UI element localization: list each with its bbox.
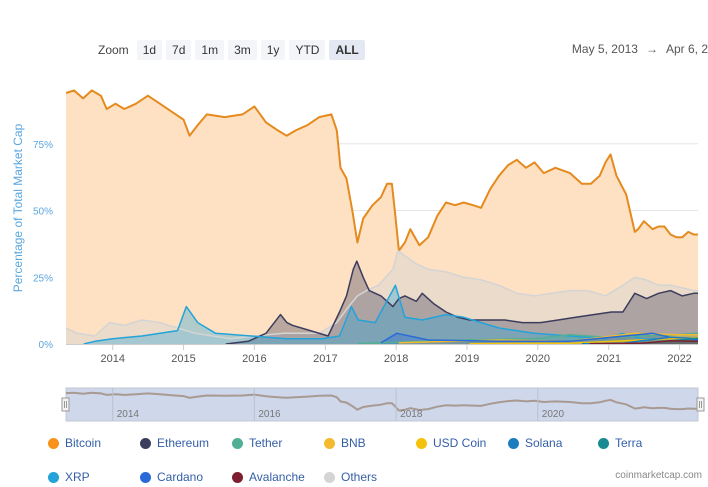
x-tick-label: 2020 [526, 353, 550, 365]
navigator-tick-label: 2018 [400, 409, 423, 420]
y-axis-title: Percentage of Total Market Cap [11, 123, 25, 292]
zoom-button-7d[interactable]: 7d [166, 40, 192, 60]
x-tick-label: 2014 [101, 353, 125, 365]
legend-item-ethereum[interactable]: Ethereum [140, 436, 209, 450]
legend-swatch [416, 437, 427, 449]
legend-swatch [324, 471, 335, 483]
legend-label: Solana [525, 436, 563, 450]
zoom-button-1y[interactable]: 1y [260, 40, 286, 60]
credit: coinmarketcap.com [615, 470, 702, 481]
series-area-usd-coin [469, 337, 698, 344]
x-tick-label: 2022 [667, 353, 691, 365]
legend-label: Cardano [157, 470, 204, 484]
series-line-xrp[interactable] [83, 284, 698, 345]
zoom-toolbar: Zoom 1d 7d 1m 3m 1y YTD ALL [98, 40, 365, 60]
series-area-bitcoin [66, 90, 698, 345]
series-line-ethereum[interactable] [225, 260, 698, 345]
legend-label: Bitcoin [65, 436, 102, 450]
legend-swatch [508, 437, 519, 449]
x-tick-label: 2018 [384, 353, 408, 365]
legend-item-bitcoin[interactable]: Bitcoin [48, 436, 101, 450]
y-tick-label: 25% [33, 273, 53, 284]
legend-label: Tether [249, 436, 283, 450]
navigator-tick-label: 2020 [542, 409, 565, 420]
legend-swatch [140, 437, 151, 449]
legend-item-solana[interactable]: Solana [508, 436, 562, 450]
legend-item-tether[interactable]: Tether [232, 436, 282, 450]
zoom-button-1d[interactable]: 1d [136, 40, 163, 60]
y-tick-label: 75% [33, 140, 53, 151]
legend-item-bnb[interactable]: BNB [324, 436, 366, 450]
series-area-xrp [83, 285, 698, 344]
navigator-tick-label: 2014 [117, 409, 140, 420]
legend-row: XRP Cardano Avalanche Others [44, 453, 694, 484]
y-axis: 0% 25% 50% 75% [33, 140, 53, 351]
y-tick-label: 0% [39, 340, 54, 351]
legend-swatch [48, 471, 59, 483]
series-line-others[interactable] [65, 249, 698, 340]
x-tick-label: 2016 [242, 353, 266, 365]
legend-label: Others [341, 470, 378, 484]
navigator-ticks: 2014 2016 2018 2020 [112, 388, 565, 421]
series-line-usd-coin[interactable] [469, 336, 699, 345]
legend-row: Bitcoin Ethereum Tether BNB USD Coin Solana Te… [44, 436, 694, 453]
date-range-from[interactable]: May 5, 2013 [571, 42, 638, 56]
y-tick-label: 50% [33, 207, 53, 218]
legend-label: USD Coin [433, 436, 487, 450]
zoom-label: Zoom [98, 43, 129, 57]
navigator-left-handle[interactable] [61, 397, 70, 412]
legend-label: Avalanche [249, 470, 305, 484]
navigator[interactable]: 2014 2016 2018 2020 [61, 387, 705, 422]
legend-item-cardano[interactable]: Cardano [140, 470, 203, 484]
legend-label: Terra [615, 436, 643, 450]
legend-label: XRP [65, 470, 90, 484]
series-line-avalanche[interactable] [589, 340, 699, 345]
legend-swatch [598, 437, 609, 449]
x-tick-label: 2017 [313, 353, 337, 365]
zoom-button-all[interactable]: ALL [329, 40, 365, 60]
legend-swatch [48, 437, 59, 449]
legend-swatch [324, 437, 335, 449]
zoom-button-ytd[interactable]: YTD [289, 40, 326, 60]
series-areas [66, 90, 699, 345]
date-range: May 5, 2013 → Apr 6, 2 [572, 42, 708, 56]
legend-item-others[interactable]: Others [324, 470, 377, 484]
legend-label: BNB [341, 436, 366, 450]
series-area-terra [593, 338, 698, 344]
legend-swatch [140, 471, 151, 483]
x-tick-label: 2021 [597, 353, 621, 365]
legend-item-terra[interactable]: Terra [598, 436, 642, 450]
legend-item-usd-coin[interactable]: USD Coin [416, 436, 486, 450]
series-lines [65, 89, 699, 345]
legend: Bitcoin Ethereum Tether BNB USD Coin Solana Te… [44, 436, 694, 484]
navigator-line [65, 391, 698, 412]
zoom-button-3m[interactable]: 3m [228, 40, 257, 60]
navigator-tick-label: 2016 [258, 409, 281, 420]
legend-item-xrp[interactable]: XRP [48, 470, 90, 484]
date-range-arrow: → [645, 42, 658, 56]
legend-swatch [232, 437, 243, 449]
date-range-to[interactable]: Apr 6, 2 [665, 42, 708, 56]
x-tick-label: 2019 [455, 353, 479, 365]
legend-swatch [232, 471, 243, 483]
legend-label: Ethereum [157, 436, 210, 450]
series-line-bitcoin[interactable] [65, 89, 698, 252]
navigator-right-handle[interactable] [696, 397, 705, 412]
zoom-button-1m[interactable]: 1m [195, 40, 225, 60]
legend-item-avalanche[interactable]: Avalanche [232, 470, 305, 484]
x-axis: 2014 2015 2016 2017 2018 2019 2020 2021 2022 [66, 344, 698, 365]
x-tick-label: 2015 [171, 353, 195, 365]
